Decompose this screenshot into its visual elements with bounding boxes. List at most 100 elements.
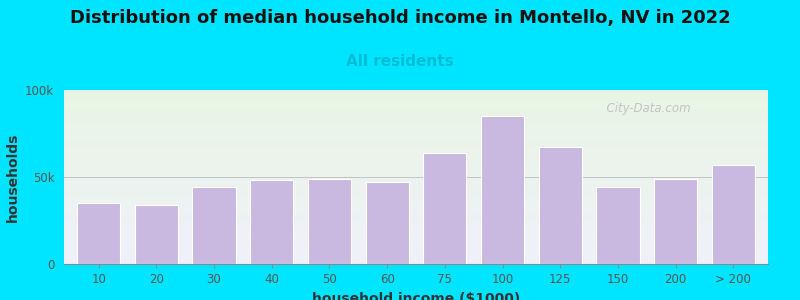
Bar <box>64 229 768 231</box>
Bar <box>64 153 768 154</box>
Bar <box>64 165 768 167</box>
Bar <box>64 208 768 210</box>
Bar <box>64 226 768 227</box>
Text: City-Data.com: City-Data.com <box>599 102 690 115</box>
Bar <box>64 245 768 247</box>
Bar <box>64 175 768 177</box>
Bar <box>64 135 768 137</box>
Bar <box>64 196 768 198</box>
Bar <box>64 172 768 173</box>
Bar <box>64 109 768 111</box>
Bar <box>64 107 768 109</box>
Bar <box>64 254 768 255</box>
Bar <box>64 170 768 172</box>
Bar <box>64 118 768 120</box>
Bar <box>64 128 768 130</box>
Bar <box>654 179 698 264</box>
Bar <box>64 144 768 146</box>
Bar <box>64 168 768 170</box>
Bar <box>64 173 768 175</box>
Bar <box>596 188 640 264</box>
Bar <box>64 184 768 186</box>
Bar <box>64 227 768 229</box>
Bar <box>64 137 768 139</box>
Bar <box>64 132 768 134</box>
Bar <box>64 104 768 106</box>
Bar <box>64 262 768 264</box>
Bar <box>64 114 768 116</box>
Bar <box>64 252 768 254</box>
Bar <box>64 146 768 147</box>
Bar <box>366 182 409 264</box>
Bar <box>538 147 582 264</box>
Bar <box>64 97 768 99</box>
Bar <box>64 121 768 123</box>
Bar <box>64 182 768 184</box>
Bar <box>64 112 768 114</box>
Bar <box>64 140 768 142</box>
Bar <box>64 231 768 233</box>
Bar <box>64 139 768 140</box>
Bar <box>64 123 768 125</box>
Bar <box>423 153 466 264</box>
Bar <box>64 222 768 224</box>
Bar <box>308 179 351 264</box>
Bar <box>64 151 768 153</box>
Bar <box>250 181 294 264</box>
Bar <box>64 248 768 250</box>
Bar <box>64 125 768 127</box>
Bar <box>64 99 768 100</box>
Bar <box>64 198 768 200</box>
Bar <box>64 257 768 259</box>
Bar <box>64 234 768 236</box>
Bar <box>64 94 768 95</box>
Bar <box>64 100 768 102</box>
Text: Distribution of median household income in Montello, NV in 2022: Distribution of median household income … <box>70 9 730 27</box>
Y-axis label: households: households <box>6 132 19 222</box>
Bar <box>64 194 768 196</box>
Text: All residents: All residents <box>346 54 454 69</box>
Bar <box>64 177 768 179</box>
Bar <box>64 217 768 219</box>
Bar <box>64 260 768 262</box>
Bar <box>64 242 768 243</box>
Bar <box>64 95 768 97</box>
Bar <box>64 233 768 234</box>
Bar <box>481 116 524 264</box>
Bar <box>64 191 768 193</box>
Bar <box>64 200 768 201</box>
Bar <box>64 142 768 144</box>
Bar <box>64 149 768 151</box>
Bar <box>64 158 768 160</box>
Bar <box>64 220 768 222</box>
Bar <box>64 259 768 260</box>
Bar <box>64 186 768 188</box>
Bar <box>64 156 768 158</box>
Bar <box>192 188 236 264</box>
Bar <box>64 219 768 220</box>
Bar <box>64 238 768 240</box>
Bar <box>64 181 768 182</box>
Bar <box>64 90 768 92</box>
Bar <box>64 236 768 238</box>
Bar <box>64 201 768 203</box>
Bar <box>64 111 768 112</box>
Bar <box>64 106 768 107</box>
Bar <box>64 255 768 257</box>
Bar <box>64 207 768 208</box>
Bar <box>64 210 768 212</box>
Bar <box>134 205 178 264</box>
Bar <box>64 193 768 194</box>
Bar <box>64 116 768 118</box>
Bar <box>64 212 768 214</box>
Bar <box>64 240 768 242</box>
Bar <box>712 165 755 264</box>
Bar <box>64 189 768 191</box>
Bar <box>64 224 768 226</box>
Bar <box>64 160 768 161</box>
Bar <box>77 203 120 264</box>
Bar <box>64 154 768 156</box>
Bar <box>64 167 768 168</box>
Bar <box>64 102 768 104</box>
Bar <box>64 243 768 245</box>
